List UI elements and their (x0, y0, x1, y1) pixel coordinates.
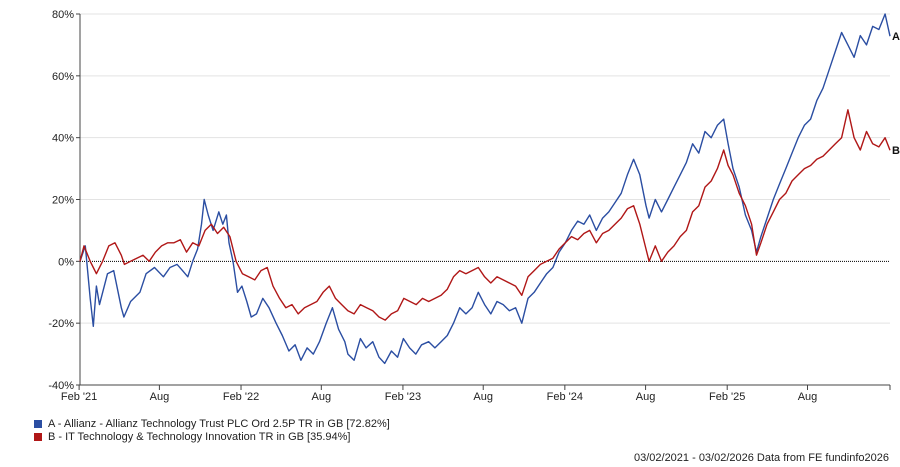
x-tick-label-6: Feb '24 (547, 391, 583, 403)
x-tick-label-2: Feb '22 (223, 391, 259, 403)
series-lines (79, 13, 891, 365)
x-tick-label-4: Feb '23 (385, 391, 421, 403)
series-end-label-a: A (892, 31, 900, 43)
series-end-label-b: B (892, 145, 900, 157)
x-tick-label-3: Aug (312, 391, 332, 403)
axes (76, 13, 891, 390)
legend-item-a: A - Allianz - Allianz Technology Trust P… (34, 417, 390, 430)
x-tick-label-8: Feb '25 (709, 391, 745, 403)
axis-labels: 80% 60% 40% 20% 0% -20% -40%Feb '21 Aug Feb '22 A… (48, 9, 900, 403)
x-tick-label-0: Feb '21 (61, 391, 97, 403)
y-tick-label-5: -20% (48, 318, 74, 330)
x-tick-label-7: Aug (636, 391, 656, 403)
series-line-b (79, 109, 891, 321)
series-line-a (79, 13, 891, 365)
y-tick-label-2: 40% (52, 133, 74, 145)
gridlines (80, 13, 890, 324)
y-tick-label-1: 60% (52, 71, 74, 83)
x-tick-label-5: Aug (473, 391, 493, 403)
x-tick-label-9: Aug (798, 391, 818, 403)
legend-label-b: B - IT Technology & Technology Innovatio… (48, 430, 351, 443)
legend-label-a: A - Allianz - Allianz Technology Trust P… (48, 417, 390, 430)
y-tick-label-4: 0% (58, 256, 74, 268)
data-source-footer: 03/02/2021 - 03/02/2026 Data from FE fun… (633, 452, 889, 464)
legend: A - Allianz - Allianz Technology Trust P… (34, 417, 390, 443)
y-tick-label-6: -40% (48, 380, 74, 392)
x-tick-label-1: Aug (150, 391, 170, 403)
y-tick-label-3: 20% (52, 195, 74, 207)
legend-item-b: B - IT Technology & Technology Innovatio… (34, 430, 390, 443)
legend-swatch-b (34, 432, 42, 441)
line-chart: 80% 60% 40% 20% 0% -20% -40%Feb '21 Aug Feb '22 A… (48, 9, 900, 403)
y-tick-label-0: 80% (52, 9, 74, 21)
legend-swatch-a (34, 419, 42, 428)
